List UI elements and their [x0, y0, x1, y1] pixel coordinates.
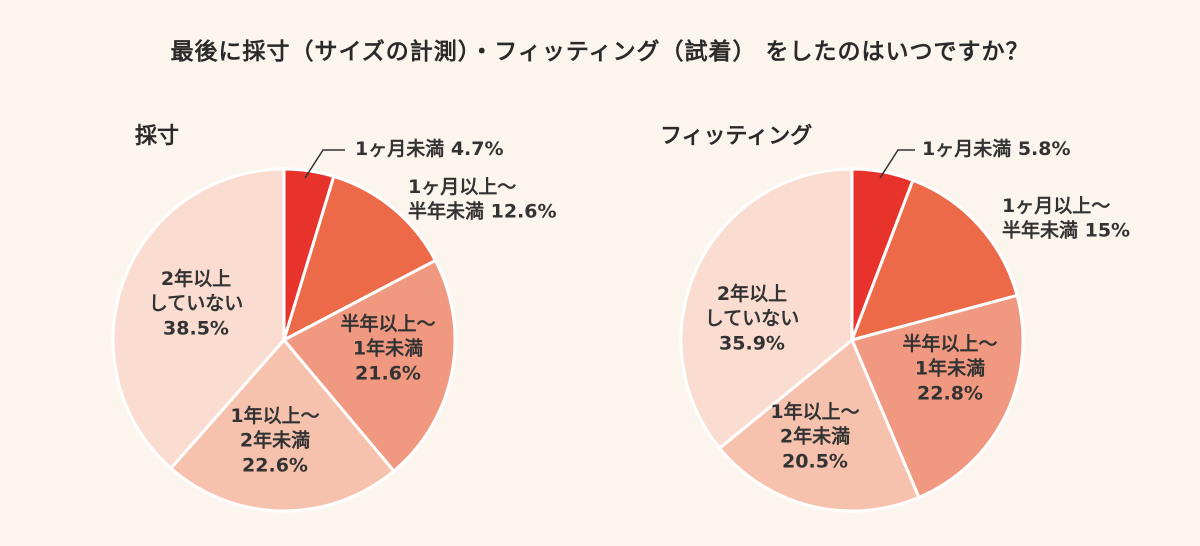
pie-1-slice-3-label: 1年以上～ 2年未満 20.5% [770, 400, 859, 472]
pie-0-slice-4-label-line: 38.5% [163, 317, 229, 339]
pie-1-slice-1-label-line: 1ヶ月以上～ [1002, 195, 1110, 217]
pie-1-slice-3 [718, 338, 921, 513]
pie-1-slice-2-label-line: 1年未満 [915, 357, 985, 380]
pie-title-fitting: フィッティング [660, 124, 813, 149]
pie-1-slice-2-label-line: 半年以上～ [902, 332, 997, 355]
pie-0-slice-1-label: 1ヶ月以上～半年未満 12.6% [408, 176, 557, 223]
pie-0-slice-0-label: 1ヶ月未満 4.7% [355, 137, 504, 160]
pie-1-slice-3-label-line: 2年未満 [780, 425, 850, 448]
pie-0-slice-3 [169, 338, 396, 513]
pie-1-slice-1-label: 1ヶ月以上～半年未満 15% [1002, 195, 1130, 242]
pie-0-slice-2-label: 半年以上～ 1年未満 21.6% [340, 312, 435, 384]
pie-0-slice-1 [282, 174, 437, 342]
pie-1-slice-2-label-line: 22.8% [917, 382, 983, 404]
pie-1-slice-2-label: 半年以上～ 1年未満 22.8% [902, 332, 997, 404]
pie-0-slice-0-label-line: 1ヶ月未満 4.7% [355, 137, 504, 160]
pie-1-slice-2 [850, 293, 1025, 499]
pie-1-slice-0-label: 1ヶ月未満 5.8% [922, 137, 1071, 160]
pie-0-slice-4-label: 2年以上していない 38.5% [149, 267, 243, 339]
pie-0-slice-2-label-line: 1年未満 [353, 337, 423, 360]
chart-title: 最後に採寸（サイズの計測）・フィッティング（試着） をしたのはいつですか？ [170, 39, 1030, 65]
pie-0-slice-4 [111, 167, 286, 470]
pie-0-slice-3-label-line: 1年以上～ [230, 404, 319, 427]
pie-1-slice-1-label-line: 半年未満 15% [1002, 219, 1130, 242]
pie-1-slice-3-label-line: 20.5% [782, 450, 848, 472]
pie-0-slice-4-label-line: していない [149, 293, 243, 315]
pie-0-slice-3-label-line: 2年未満 [240, 429, 310, 452]
pie-0-slice-3-label: 1年以上～ 2年未満 22.6% [230, 404, 319, 476]
pie-1-slice-4-label-line: 35.9% [719, 332, 785, 354]
pie-1-slice-4-label: 2年以上していない 35.9% [705, 282, 799, 354]
pie-0-slice-2-label-line: 21.6% [355, 362, 421, 384]
pie-0-slice-2-label-line: 半年以上～ [340, 312, 435, 335]
pie-1-slice-4 [679, 167, 854, 450]
pie-0-slice-3-label-line: 22.6% [242, 454, 308, 476]
pie-title-saisun: 採寸 [135, 124, 180, 149]
pie-1-leader-line [879, 149, 915, 179]
pie-0-slice-1-label-line: 1ヶ月以上～ [408, 176, 516, 198]
pie-0-slice-1-label-line: 半年未満 12.6% [408, 200, 557, 223]
pie-0-leader-line [304, 149, 345, 179]
pie-1-slice-3-label-line: 1年以上～ [770, 400, 859, 423]
pie-0-slice-2 [282, 258, 457, 473]
pie-1-slice-4-label-line: 2年以上 [717, 282, 787, 305]
pie-1-slice-1 [850, 178, 1019, 342]
pie-0-slice-4-label-line: 2年以上 [161, 267, 231, 290]
pie-1-slice-4-label-line: していない [705, 308, 799, 330]
pie-1-slice-0-label-line: 1ヶ月未満 5.8% [922, 137, 1071, 160]
